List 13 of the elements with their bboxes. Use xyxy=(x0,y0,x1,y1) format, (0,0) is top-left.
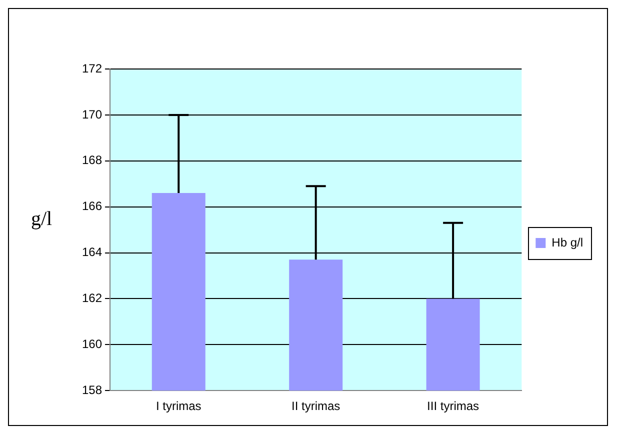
y-tick-label: 170 xyxy=(82,107,102,122)
y-tick-label: 164 xyxy=(82,245,102,260)
y-tick-label: 172 xyxy=(82,61,102,76)
y-tick-label: 162 xyxy=(82,291,102,306)
x-tick-label: III tyrimas xyxy=(427,399,480,414)
y-axis-title: g/l xyxy=(31,208,53,230)
x-tick-label: II tyrimas xyxy=(292,399,340,414)
y-tick-label: 158 xyxy=(82,382,102,397)
x-tick-label: I tyrimas xyxy=(156,399,202,414)
y-tick-label: 168 xyxy=(82,153,102,168)
y-tick-label: 166 xyxy=(82,199,102,214)
y-tick-label: 160 xyxy=(82,336,102,351)
legend-label: Hb g/l xyxy=(552,235,584,250)
